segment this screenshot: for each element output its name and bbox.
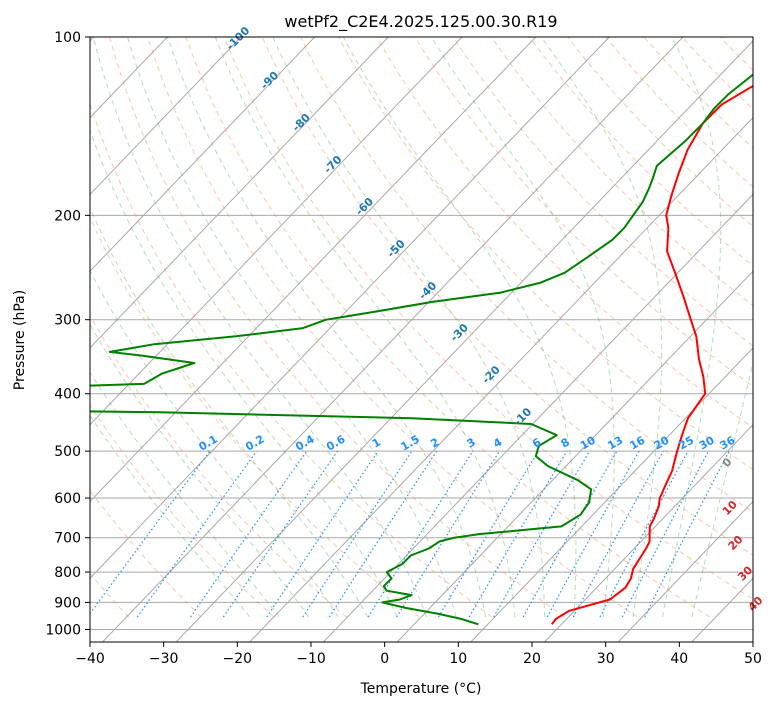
x-tick-label: 20	[523, 651, 541, 667]
y-tick-label: 400	[54, 387, 81, 403]
y-tick-label: 900	[54, 595, 81, 611]
y-tick-label: 700	[54, 531, 81, 547]
y-tick-label: 300	[54, 313, 81, 329]
y-tick-label: 500	[54, 444, 81, 460]
x-tick-label: −10	[296, 651, 326, 667]
x-tick-label: 40	[670, 651, 688, 667]
y-tick-label: 600	[54, 491, 81, 507]
x-tick-label: −20	[223, 651, 253, 667]
x-axis-label: Temperature (°C)	[360, 681, 482, 697]
y-tick-label: 1000	[45, 623, 81, 639]
y-tick-label: 200	[54, 208, 81, 224]
chart-title: wetPf2_C2E4.2025.125.00.30.R19	[284, 12, 557, 32]
x-tick-label: 0	[380, 651, 389, 667]
y-tick-label: 100	[54, 30, 81, 46]
y-tick-label: 800	[54, 565, 81, 581]
y-axis-label: Pressure (hPa)	[12, 290, 28, 390]
x-tick-label: 30	[597, 651, 615, 667]
x-tick-label: −40	[75, 651, 105, 667]
x-tick-label: −30	[149, 651, 179, 667]
x-tick-label: 10	[449, 651, 467, 667]
x-tick-label: 50	[744, 651, 762, 667]
